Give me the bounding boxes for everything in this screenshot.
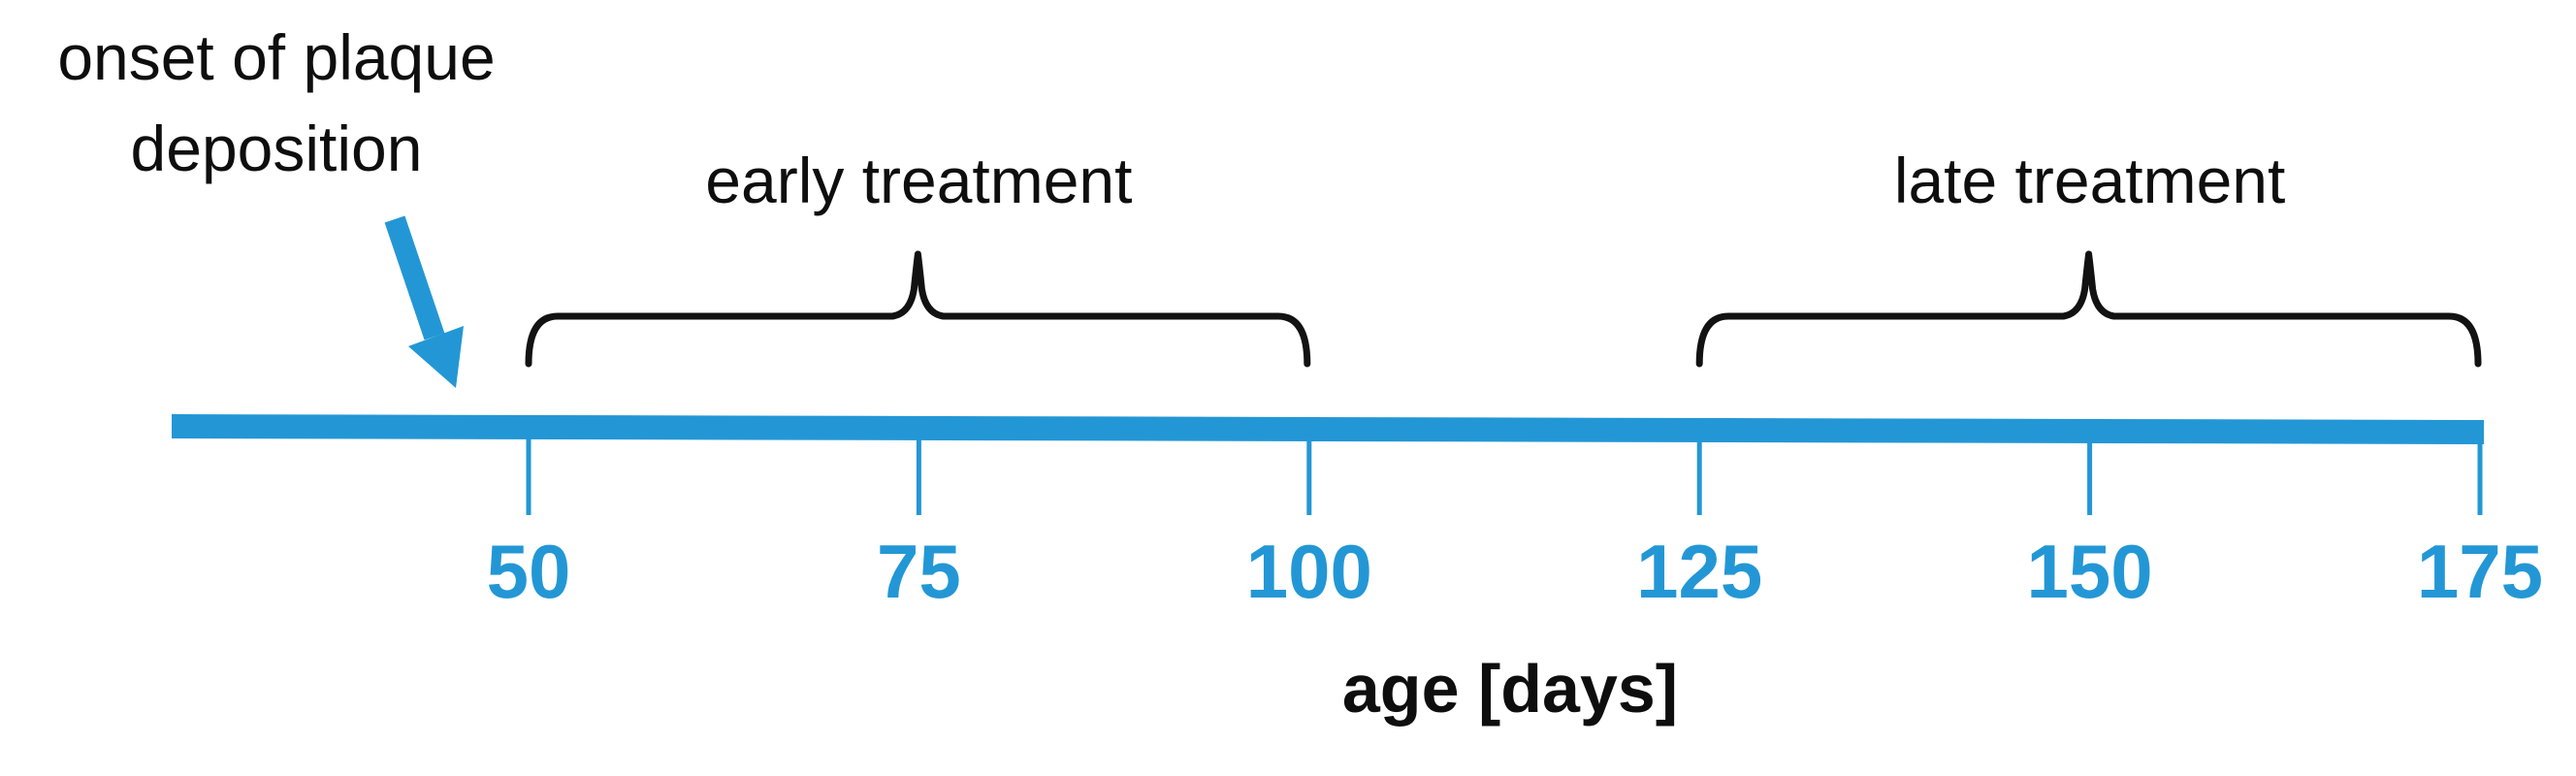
brace-early-treatment (525, 250, 1311, 368)
tick-label-175: 175 (2416, 529, 2544, 614)
tick-label-50: 50 (486, 529, 571, 614)
tick-marks (526, 435, 2483, 515)
onset-annotation: onset of plaque deposition (15, 12, 538, 194)
treatment-braces (525, 250, 2482, 368)
brace-late-treatment (1695, 250, 2482, 368)
tick-label-100: 100 (1245, 529, 1372, 614)
tick-label-75: 75 (877, 529, 961, 614)
tick-label-150: 150 (2026, 529, 2153, 614)
tick-label-125: 125 (1636, 529, 1763, 614)
onset-annotation-line1: onset of plaque (57, 21, 496, 93)
onset-arrow-shaft (384, 215, 445, 340)
timeline-bar (172, 414, 2484, 444)
axis-title: age [days] (1341, 651, 1679, 727)
onset-annotation-line2: deposition (130, 113, 423, 184)
span-label-early-treatment: early treatment (705, 145, 1133, 216)
onset-arrow-head (408, 326, 464, 388)
onset-arrow-icon (384, 215, 464, 388)
span-label-late-treatment: late treatment (1893, 145, 2286, 216)
